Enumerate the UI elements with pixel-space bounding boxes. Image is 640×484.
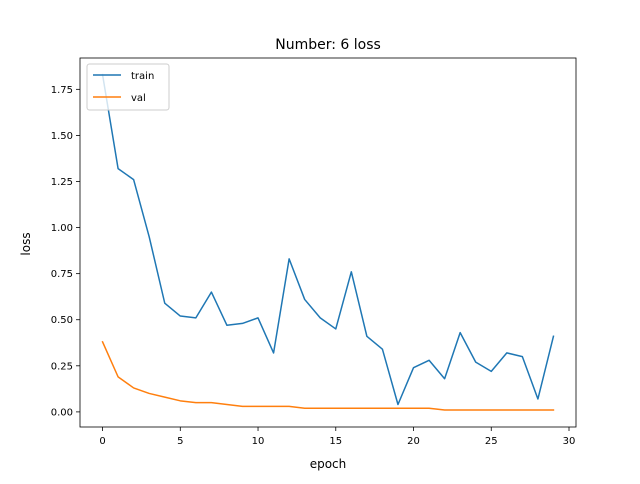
legend: train val — [86, 63, 170, 111]
legend-label-train: train — [131, 71, 154, 82]
y-tick-label: 0.00 — [51, 407, 73, 418]
x-tick-label: 5 — [177, 436, 183, 447]
y-tick-label: 0.50 — [51, 315, 73, 326]
x-tick-label: 20 — [407, 436, 420, 447]
series-line-train — [101, 73, 555, 406]
x-tick-label: 30 — [563, 436, 576, 447]
y-tick-label: 1.75 — [51, 85, 73, 96]
y-tick-label: 1.00 — [51, 223, 73, 234]
x-tick-label: 15 — [329, 436, 342, 447]
chart-title: Number: 6 loss — [275, 37, 381, 53]
x-axis-label: epoch — [310, 457, 347, 471]
legend-box — [86, 63, 170, 111]
y-tick-label: 0.75 — [51, 269, 73, 280]
series-line-val — [101, 340, 555, 411]
x-tick-label: 10 — [252, 436, 265, 447]
y-tick-label: 1.50 — [51, 131, 73, 142]
y-axis-label: loss — [19, 232, 33, 255]
axes-frame — [79, 57, 577, 428]
y-tick-label: 1.25 — [51, 177, 73, 188]
x-tick-label: 25 — [485, 436, 498, 447]
legend-label-val: val — [131, 93, 146, 104]
plot-area: 0 5 10 15 20 25 30 0.00 0.25 0.50 0.75 1.00 1.25 1.50… — [51, 57, 577, 447]
y-tick-label: 0.25 — [51, 361, 73, 372]
x-tick-label: 0 — [99, 436, 105, 447]
